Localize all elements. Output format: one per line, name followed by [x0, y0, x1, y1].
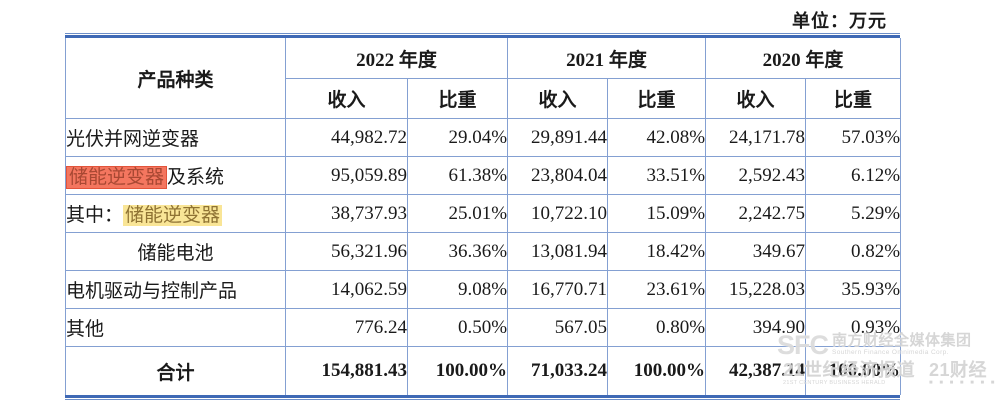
cell-income-2020: 2,592.43 [705, 156, 807, 195]
cell-proportion-2022: 25.01% [406, 194, 509, 233]
header-income-2020: 收入 [705, 78, 807, 119]
revenue-table: 产品种类 2022 年度 2021 年度 2020 年度 收入 比重 收入 比重… [65, 38, 902, 395]
cell-proportion-2020: 5.29% [805, 194, 902, 233]
cell-income-2021: 13,081.94 [507, 232, 609, 271]
header-proportion-2020: 比重 [805, 78, 902, 119]
cell-income-2020: 24,171.78 [705, 118, 807, 157]
cell-proportion-2021: 42.08% [607, 118, 707, 157]
cell-income-2021: 567.05 [507, 308, 609, 347]
row-label: 其中： 储能逆变器 [65, 194, 286, 233]
row-label: 储能电池 [65, 232, 286, 271]
table-top-double-rule [65, 33, 900, 38]
cell-income-2020: 15,228.03 [705, 270, 807, 309]
cell-income-2021: 10,722.10 [507, 194, 609, 233]
cell-proportion-2021: 0.80% [607, 308, 707, 347]
table-row-storage-inverter-system: 储能逆变器 及系统 95,059.89 61.38% 23,804.04 33.5… [65, 156, 902, 195]
watermark-brand2-cn: 21财经 [929, 360, 988, 380]
cell-income-2022: 44,982.72 [285, 118, 408, 157]
unit-label: 单位：万元 [792, 11, 887, 31]
header-year-2021: 2021 年度 [507, 38, 707, 79]
cell-proportion-2021: 33.51% [607, 156, 707, 195]
table-row-storage-battery: 储能电池 56,321.96 36.36% 13,081.94 18.42% 3… [65, 232, 902, 271]
cell-proportion-2020: 35.93% [805, 270, 902, 309]
cell-proportion-2022: 29.04% [406, 118, 509, 157]
cell-income-2020: 394.90 [705, 308, 807, 347]
cell-proportion-2020: 100.00% [805, 346, 902, 395]
cell-proportion-2020: 6.12% [805, 156, 902, 195]
header-year-2020: 2020 年度 [705, 38, 902, 79]
table-row-other: 其他 776.24 0.50% 567.05 0.80% 394.90 0.93… [65, 308, 902, 347]
cell-income-2021: 16,770.71 [507, 270, 609, 309]
cell-proportion-2022: 0.50% [406, 308, 509, 347]
cell-income-2022: 56,321.96 [285, 232, 408, 271]
row-label-prefix: 其中： [66, 205, 124, 226]
cell-income-2022: 776.24 [285, 308, 408, 347]
cell-proportion-2022: 61.38% [406, 156, 509, 195]
cell-income-2020: 2,242.75 [705, 194, 807, 233]
watermark-brand2: 21财经 ■ ■ ■ ■ ■ ■ ■ ■ [929, 361, 1000, 387]
cell-proportion-2022: 9.08% [406, 270, 509, 309]
cell-income-2020: 349.67 [705, 232, 807, 271]
header-proportion-2021: 比重 [607, 78, 707, 119]
table-row-total: 合计 154,881.43 100.00% 71,033.24 100.00% … [65, 346, 902, 395]
cell-proportion-2020: 0.93% [805, 308, 902, 347]
row-label: 储能逆变器 及系统 [65, 156, 286, 195]
cell-proportion-2021: 23.61% [607, 270, 707, 309]
table-row-motor-drive: 电机驱动与控制产品 14,062.59 9.08% 16,770.71 23.6… [65, 270, 902, 309]
header-year-2022: 2022 年度 [284, 38, 509, 79]
cell-proportion-2021: 100.00% [607, 346, 707, 395]
header-income-2022: 收入 [285, 78, 408, 119]
header-proportion-2022: 比重 [406, 78, 509, 119]
cell-income-2022: 154,881.43 [285, 346, 408, 395]
cell-proportion-2021: 18.42% [607, 232, 707, 271]
cell-income-2021: 23,804.04 [507, 156, 609, 195]
header-income-2021: 收入 [507, 78, 609, 119]
cell-proportion-2022: 100.00% [406, 346, 509, 395]
highlighted-term-red: 储能逆变器 [66, 166, 168, 189]
table-bottom-double-rule [65, 395, 900, 401]
highlighted-term-yellow: 储能逆变器 [123, 205, 223, 226]
revenue-table-container: 产品种类 2022 年度 2021 年度 2020 年度 收入 比重 收入 比重… [65, 33, 902, 401]
table-row-storage-inverter-sub: 其中： 储能逆变器 38,737.93 25.01% 10,722.10 15.0… [65, 194, 902, 233]
header-product-category: 产品种类 [65, 38, 286, 119]
cell-income-2020: 42,387.14 [705, 346, 807, 395]
row-label: 光伏并网逆变器 [65, 118, 286, 157]
cell-income-2021: 71,033.24 [507, 346, 609, 395]
row-label: 其他 [65, 308, 286, 347]
cell-income-2022: 14,062.59 [285, 270, 408, 309]
cell-proportion-2021: 15.09% [607, 194, 707, 233]
cell-proportion-2020: 0.82% [805, 232, 902, 271]
row-label-rest: 及系统 [167, 167, 225, 188]
cell-income-2022: 95,059.89 [285, 156, 408, 195]
row-label: 合计 [65, 346, 286, 395]
row-label: 电机驱动与控制产品 [65, 270, 286, 309]
cell-income-2022: 38,737.93 [285, 194, 408, 233]
cell-proportion-2022: 36.36% [406, 232, 509, 271]
cell-income-2021: 29,891.44 [507, 118, 609, 157]
watermark-squares-icon: ■ ■ ■ ■ ■ ■ ■ ■ [929, 380, 1000, 386]
table-row-pv-inverter: 光伏并网逆变器 44,982.72 29.04% 29,891.44 42.08… [65, 118, 902, 157]
cell-proportion-2020: 57.03% [805, 118, 902, 157]
